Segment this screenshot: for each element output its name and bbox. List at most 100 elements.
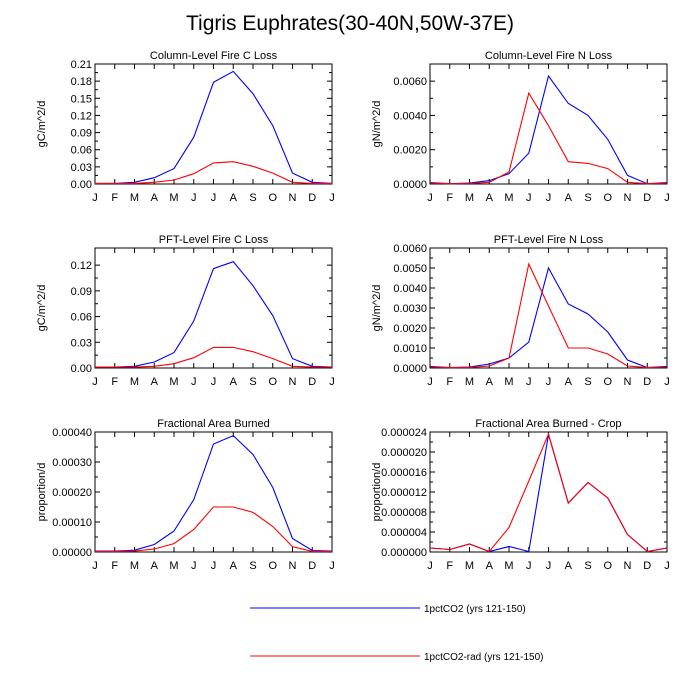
x-tick-label: D <box>308 376 316 388</box>
x-tick-label: J <box>92 192 98 204</box>
x-tick-label: M <box>465 376 474 388</box>
x-tick-label: F <box>446 560 453 572</box>
panel-title: PFT-Level Fire N Loss <box>494 234 604 246</box>
series-line-red <box>95 161 332 184</box>
x-tick-label: J <box>664 560 670 572</box>
x-tick-label: A <box>486 376 494 388</box>
series-line-blue <box>95 261 333 368</box>
x-tick-label: F <box>446 376 453 388</box>
legend: 1pctCO2 (yrs 121-150) 1pctCO2-rad (yrs 12… <box>250 604 544 663</box>
x-tick-label: J <box>211 376 217 388</box>
y-axis-label: gC/m^2/d <box>36 101 48 148</box>
x-tick-label: A <box>486 560 494 572</box>
y-tick-label: 0.18 <box>71 76 92 88</box>
x-tick-label: J <box>427 192 433 204</box>
x-tick-label: J <box>92 376 98 388</box>
panel-title: Column-Level Fire C Loss <box>150 50 278 62</box>
y-tick-label: 0.00 <box>71 363 92 375</box>
y-tick-label: 0.00030 <box>52 457 92 469</box>
x-tick-label: D <box>643 376 651 388</box>
y-tick-label: 0.06 <box>71 145 92 157</box>
y-tick-label: 0.000000 <box>381 547 427 559</box>
y-tick-label: 0.09 <box>71 286 92 298</box>
y-axis-label: gN/m^2/d <box>371 101 383 148</box>
y-tick-label: 0.0060 <box>393 76 427 88</box>
x-tick-label: J <box>329 376 335 388</box>
x-tick-label: M <box>130 560 139 572</box>
x-tick-label: J <box>329 192 335 204</box>
y-tick-label: 0.000012 <box>381 487 427 499</box>
panels-group: Column-Level Fire C Loss gC/m^2/d 0.00 0.03… <box>36 50 670 572</box>
x-tick-label: F <box>446 192 453 204</box>
x-tick-label: S <box>584 560 591 572</box>
y-tick-label: 0.000020 <box>381 447 427 459</box>
x-tick-label: S <box>584 192 591 204</box>
x-tick-label: N <box>289 376 297 388</box>
y-tick-label: 0.12 <box>71 260 92 272</box>
y-tick-label: 0.000016 <box>381 467 427 479</box>
series-line-red <box>429 262 668 369</box>
x-tick-label: F <box>111 560 118 572</box>
x-tick-label: J <box>546 560 552 572</box>
x-tick-label: J <box>664 192 670 204</box>
chart-panel: PFT-Level Fire C Loss gC/m^2/d 0.00 0.03 0.0… <box>36 234 335 388</box>
x-tick-label: O <box>603 376 612 388</box>
x-tick-label: N <box>289 560 297 572</box>
chart-panel: Fractional Area Burned proportion/d 0.0000… <box>36 418 335 572</box>
y-axis-label: proportion/d <box>371 463 383 522</box>
series-line-red <box>429 432 668 553</box>
y-tick-label: 0.00010 <box>52 517 92 529</box>
x-tick-label: J <box>526 560 532 572</box>
x-tick-label: O <box>268 560 277 572</box>
x-tick-label: S <box>584 376 591 388</box>
y-tick-label: 0.0010 <box>393 343 427 355</box>
panel-title: Fractional Area Burned <box>157 418 270 430</box>
series-line-red <box>95 346 332 368</box>
y-tick-label: 0.12 <box>71 110 92 122</box>
x-tick-label: O <box>268 192 277 204</box>
x-tick-label: A <box>151 376 159 388</box>
y-tick-label: 0.00040 <box>52 427 92 439</box>
x-tick-label: J <box>664 376 670 388</box>
x-tick-label: A <box>151 560 159 572</box>
chart-panel: Column-Level Fire C Loss gC/m^2/d 0.00 0.03… <box>36 50 335 204</box>
x-tick-label: A <box>486 192 494 204</box>
x-tick-label: S <box>249 560 256 572</box>
x-tick-label: F <box>111 192 118 204</box>
y-tick-label: 0.0040 <box>393 283 427 295</box>
y-tick-label: 0.0000 <box>393 179 427 191</box>
y-axis-label: gC/m^2/d <box>36 285 48 332</box>
y-tick-label: 0.0020 <box>393 323 427 335</box>
x-tick-label: M <box>504 192 513 204</box>
x-tick-label: S <box>249 376 256 388</box>
y-tick-label: 0.03 <box>71 337 92 349</box>
x-tick-label: J <box>211 192 217 204</box>
x-tick-label: D <box>643 560 651 572</box>
y-tick-label: 0.00000 <box>52 547 92 559</box>
x-tick-label: S <box>249 192 256 204</box>
x-tick-label: J <box>526 376 532 388</box>
plot-frame <box>94 247 333 369</box>
chart-panel: Column-Level Fire N Loss gN/m^2/d 0.0000 0.… <box>371 50 670 204</box>
series-line-blue <box>429 74 668 185</box>
x-tick-label: A <box>151 192 159 204</box>
x-tick-label: O <box>603 192 612 204</box>
x-tick-label: N <box>624 192 632 204</box>
x-tick-label: D <box>308 560 316 572</box>
panel-title: PFT-Level Fire C Loss <box>159 234 269 246</box>
x-tick-label: M <box>504 560 513 572</box>
x-tick-label: D <box>308 192 316 204</box>
plot-frame <box>429 63 668 185</box>
y-axis-label: gN/m^2/d <box>371 285 383 332</box>
x-tick-label: J <box>546 376 552 388</box>
x-tick-label: N <box>624 376 632 388</box>
series-line-blue <box>95 434 333 552</box>
x-tick-label: A <box>565 560 573 572</box>
x-tick-label: J <box>329 560 335 572</box>
x-tick-label: M <box>169 376 178 388</box>
y-tick-label: 0.000024 <box>381 427 427 439</box>
x-tick-label: J <box>211 560 217 572</box>
legend-label: 1pctCO2 (yrs 121-150) <box>424 604 526 615</box>
x-tick-label: O <box>268 376 277 388</box>
